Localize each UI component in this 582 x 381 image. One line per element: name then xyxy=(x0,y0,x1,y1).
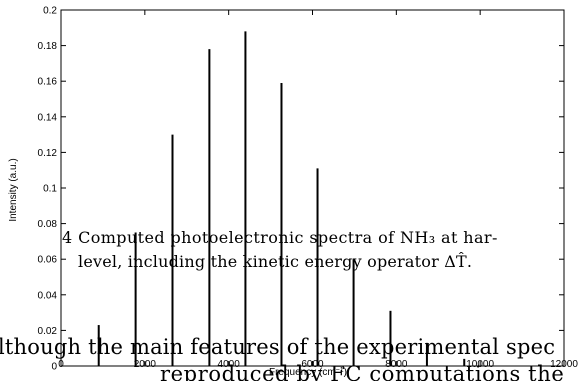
y-tick-label: 0.1 xyxy=(43,184,57,195)
x-tick-label: 0 xyxy=(58,359,64,370)
body-text-line-2: reproduced by FC computations the xyxy=(160,362,565,381)
y-tick-label: 0.18 xyxy=(38,41,58,52)
spectrum-lines xyxy=(97,31,466,366)
x-axis-ticks: 0 2000 4000 6000 8000 10000 12000 xyxy=(58,10,578,370)
body-text-line-1: lthough the main features of the experim… xyxy=(0,335,556,359)
caption-line-2: level, including the kinetic energy oper… xyxy=(78,252,473,271)
x-tick-label: 4000 xyxy=(218,359,241,370)
x-tick-label: 12000 xyxy=(550,359,578,370)
y-tick-label: 0.16 xyxy=(38,77,58,88)
y-tick-label: 0 xyxy=(51,362,57,373)
x-tick-label: 10000 xyxy=(466,359,494,370)
y-tick-label: 0.04 xyxy=(38,290,58,301)
y-tick-label: 0.06 xyxy=(38,255,58,266)
y-tick-label: 0.14 xyxy=(38,112,58,123)
y-axis-ticks: 0 0.02 0.04 0.06 0.08 0.1 0.12 0.14 0.16 0.18 0.2 xyxy=(38,6,564,373)
x-axis-label: Frequency (cm−1) xyxy=(269,367,347,379)
y-tick-label: 0.02 xyxy=(38,326,58,337)
y-tick-label: 0.08 xyxy=(38,219,58,230)
x-tick-label: 6000 xyxy=(301,359,324,370)
y-axis-label: Intensity (a.u.) xyxy=(8,158,19,221)
caption-line-1: 4 Computed photoelectronic spectra of NH… xyxy=(62,228,498,247)
y-tick-label: 0.2 xyxy=(43,6,57,17)
x-tick-label: 2000 xyxy=(134,359,157,370)
x-tick-label: 8000 xyxy=(385,359,408,370)
y-tick-label: 0.12 xyxy=(38,148,58,159)
